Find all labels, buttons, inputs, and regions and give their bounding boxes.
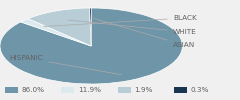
Wedge shape bbox=[21, 19, 91, 46]
Text: 11.9%: 11.9% bbox=[78, 87, 101, 93]
Wedge shape bbox=[28, 8, 91, 46]
Wedge shape bbox=[90, 8, 91, 46]
Bar bbox=[5, 87, 18, 93]
Bar bbox=[61, 87, 74, 93]
Bar bbox=[174, 87, 187, 93]
Text: BLACK: BLACK bbox=[44, 15, 197, 26]
Text: HISPANIC: HISPANIC bbox=[10, 55, 122, 75]
Wedge shape bbox=[0, 8, 182, 84]
Text: WHITE: WHITE bbox=[68, 20, 197, 35]
Text: 86.0%: 86.0% bbox=[22, 87, 45, 93]
Bar bbox=[118, 87, 131, 93]
Text: ASIAN: ASIAN bbox=[93, 18, 195, 48]
Text: 1.9%: 1.9% bbox=[134, 87, 153, 93]
Text: 0.3%: 0.3% bbox=[191, 87, 209, 93]
